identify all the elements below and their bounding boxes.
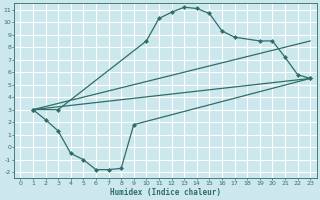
X-axis label: Humidex (Indice chaleur): Humidex (Indice chaleur) [110,188,221,197]
